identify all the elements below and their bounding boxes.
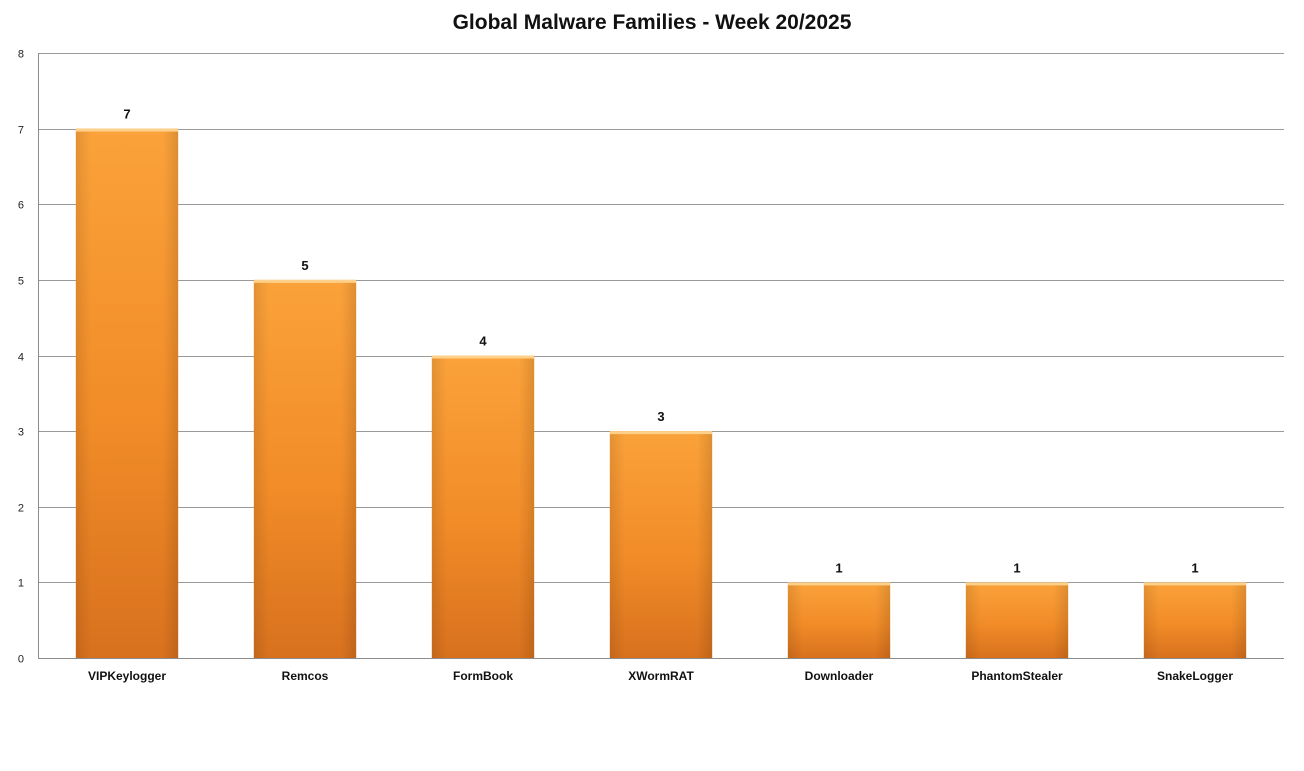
bar-cap <box>75 128 179 132</box>
y-tick-label: 6 <box>18 200 24 212</box>
bar-cap <box>609 431 713 435</box>
y-tick-label: 7 <box>18 125 24 137</box>
x-category-label: XWormRAT <box>628 669 694 683</box>
bar-cap <box>431 355 535 359</box>
x-category-label: Downloader <box>805 669 874 683</box>
x-category-label: VIPKeylogger <box>88 669 166 683</box>
x-category-label: FormBook <box>453 669 513 683</box>
bar-shading <box>253 279 357 658</box>
data-label: 1 <box>1191 560 1198 575</box>
bar-cap <box>787 582 891 586</box>
x-category-label: PhantomStealer <box>971 669 1063 683</box>
data-label: 4 <box>479 334 487 349</box>
x-category-label: SnakeLogger <box>1157 669 1233 683</box>
bar-cap <box>1143 582 1247 586</box>
data-label: 1 <box>1013 560 1020 575</box>
bar-shading <box>75 128 179 658</box>
y-tick-label: 3 <box>18 427 24 439</box>
bar-cap <box>253 279 357 283</box>
x-category-label: Remcos <box>282 669 329 683</box>
data-label: 5 <box>301 258 308 273</box>
bar-shading <box>787 582 891 658</box>
data-label: 7 <box>123 107 130 122</box>
data-label: 3 <box>657 409 664 424</box>
y-tick-label: 2 <box>18 503 24 515</box>
y-tick-label: 0 <box>18 654 24 666</box>
data-label: 1 <box>835 560 842 575</box>
y-tick-label: 1 <box>18 578 24 590</box>
bar-shading <box>965 582 1069 658</box>
bar-shading <box>431 355 535 658</box>
y-tick-label: 4 <box>18 352 24 364</box>
y-tick-label: 5 <box>18 276 24 288</box>
bar-cap <box>965 582 1069 586</box>
chart-title: Global Malware Families - Week 20/2025 <box>452 11 852 34</box>
y-tick-label: 8 <box>18 49 24 61</box>
bar-shading <box>1143 582 1247 658</box>
bar-shading <box>609 431 713 658</box>
